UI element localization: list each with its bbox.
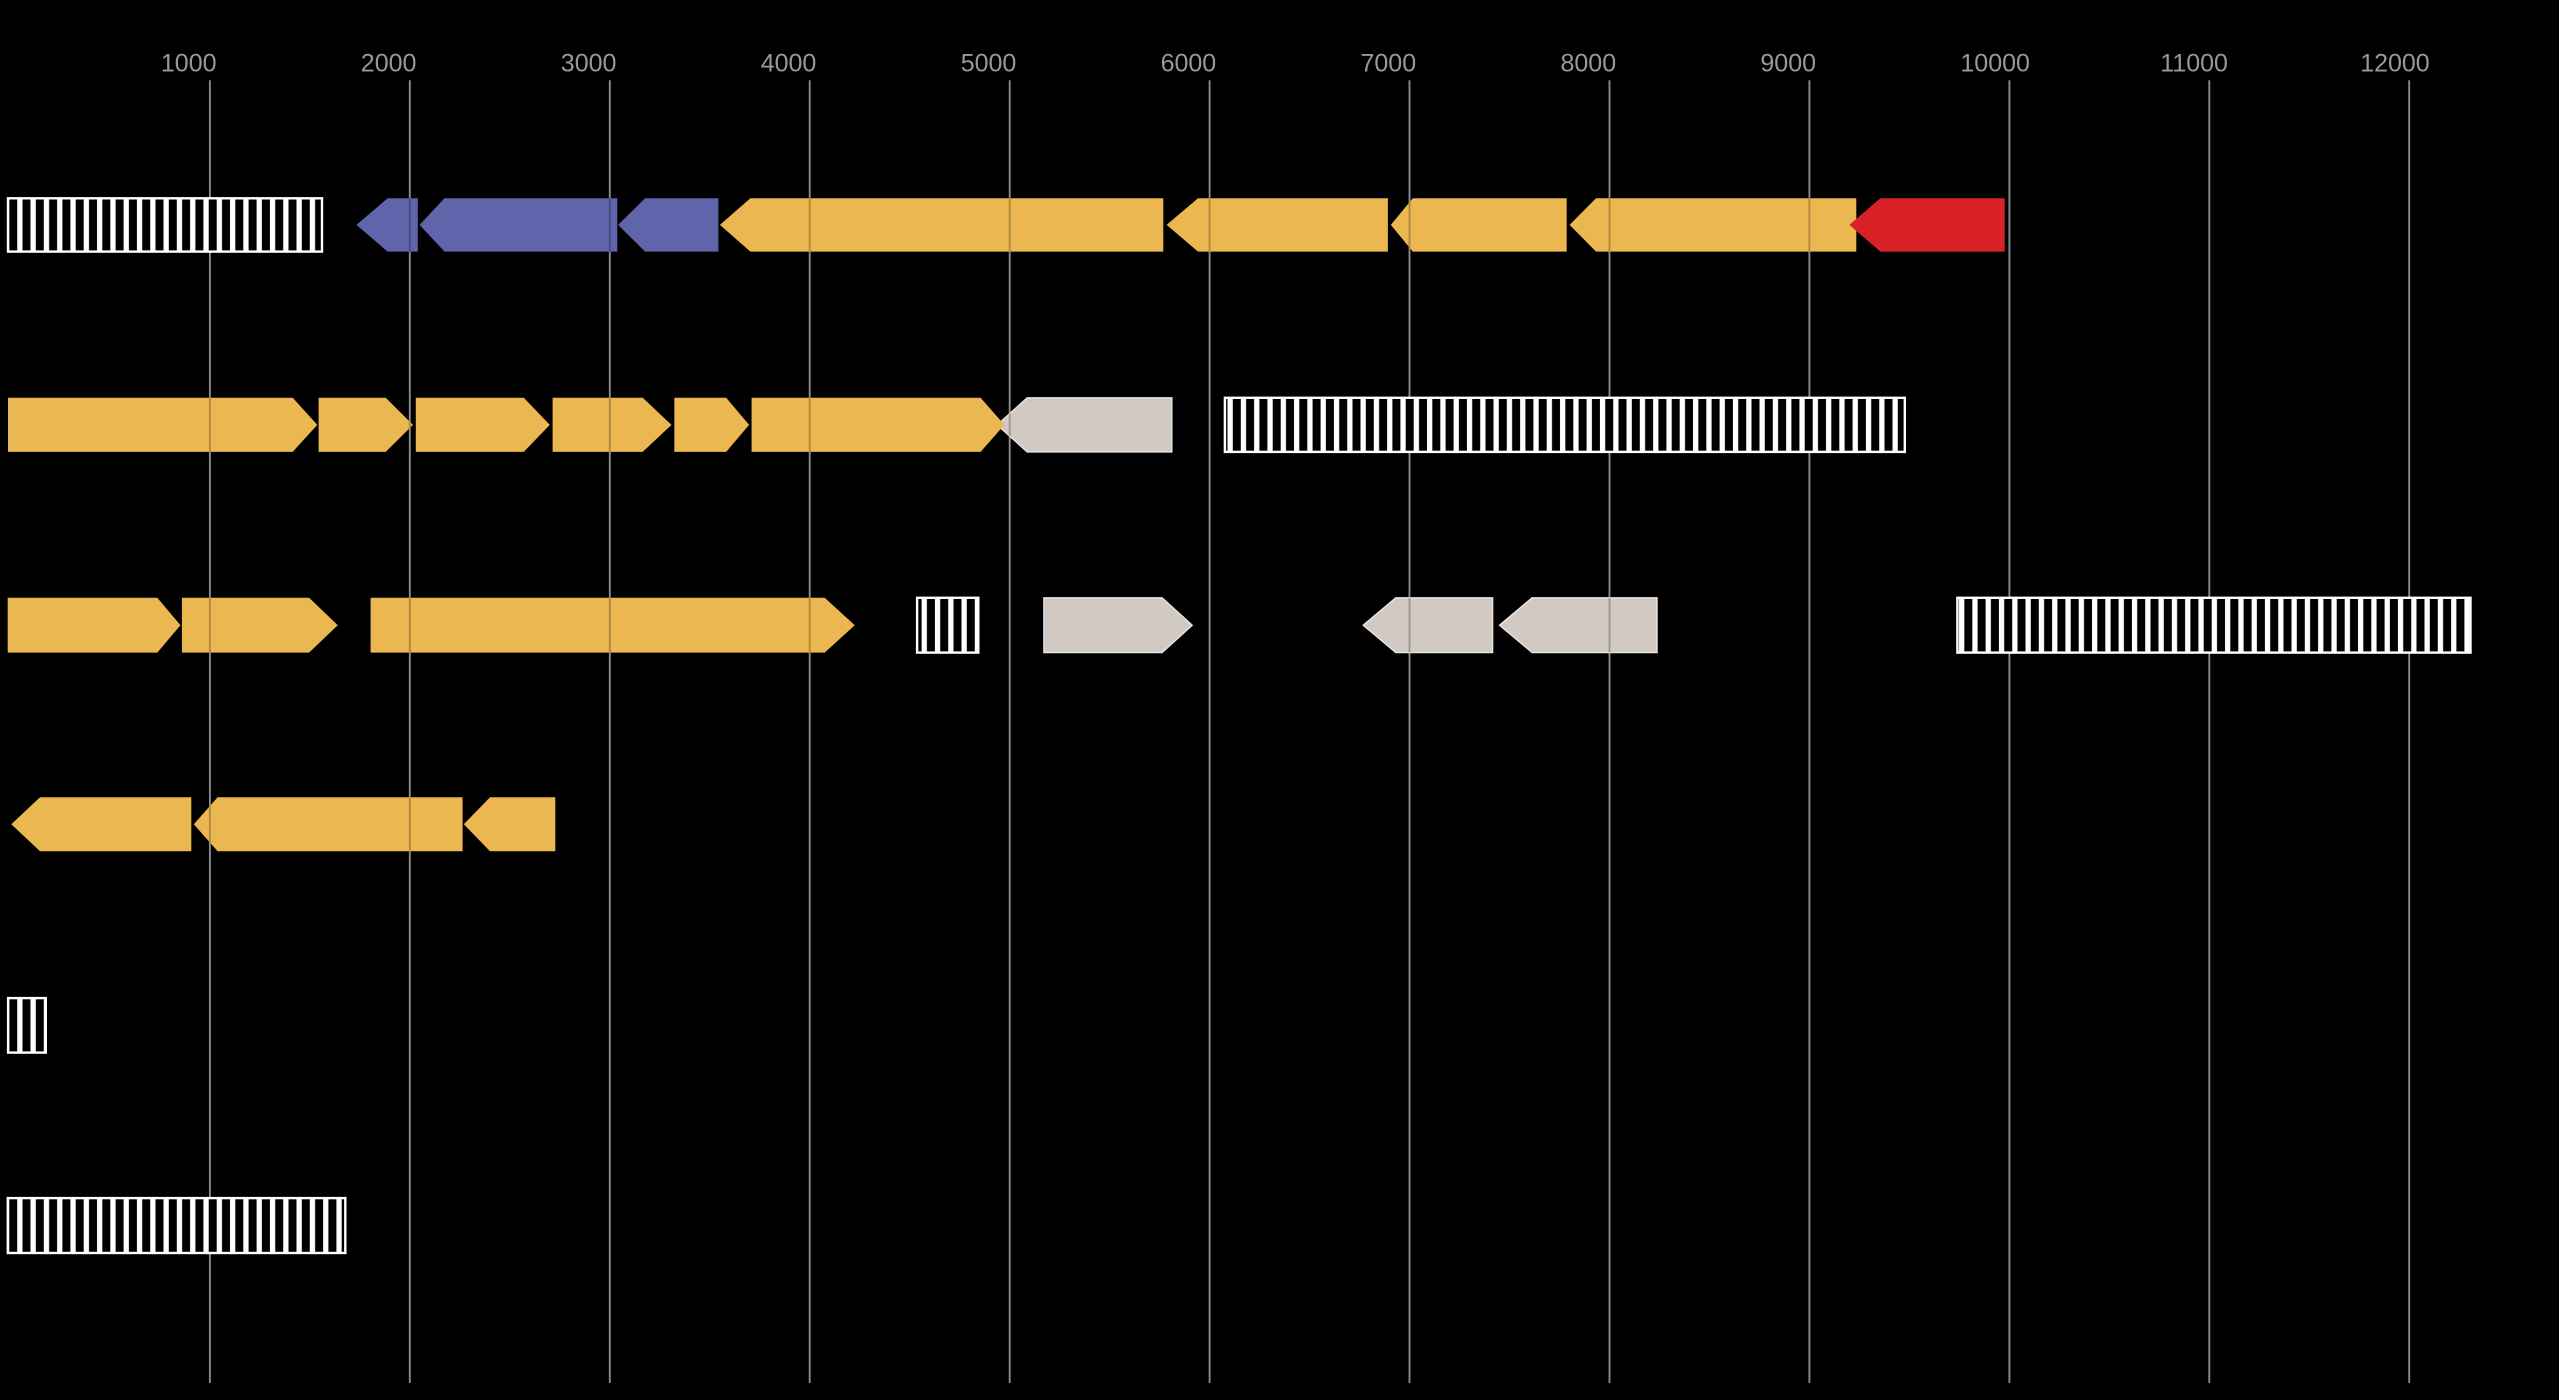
svg-text:10000: 10000: [1960, 50, 2030, 78]
svg-text:2000: 2000: [361, 50, 417, 78]
svg-text:4000: 4000: [761, 50, 817, 78]
svg-text:9000: 9000: [1760, 50, 1816, 78]
svg-text:11000: 11000: [2160, 50, 2228, 78]
svg-text:8000: 8000: [1561, 50, 1617, 78]
svg-text:12000: 12000: [2360, 50, 2430, 78]
svg-text:1000: 1000: [161, 50, 217, 78]
svg-text:7000: 7000: [1361, 50, 1417, 78]
svg-text:5000: 5000: [961, 50, 1017, 78]
svg-text:6000: 6000: [1161, 50, 1217, 78]
svg-text:3000: 3000: [561, 50, 617, 78]
